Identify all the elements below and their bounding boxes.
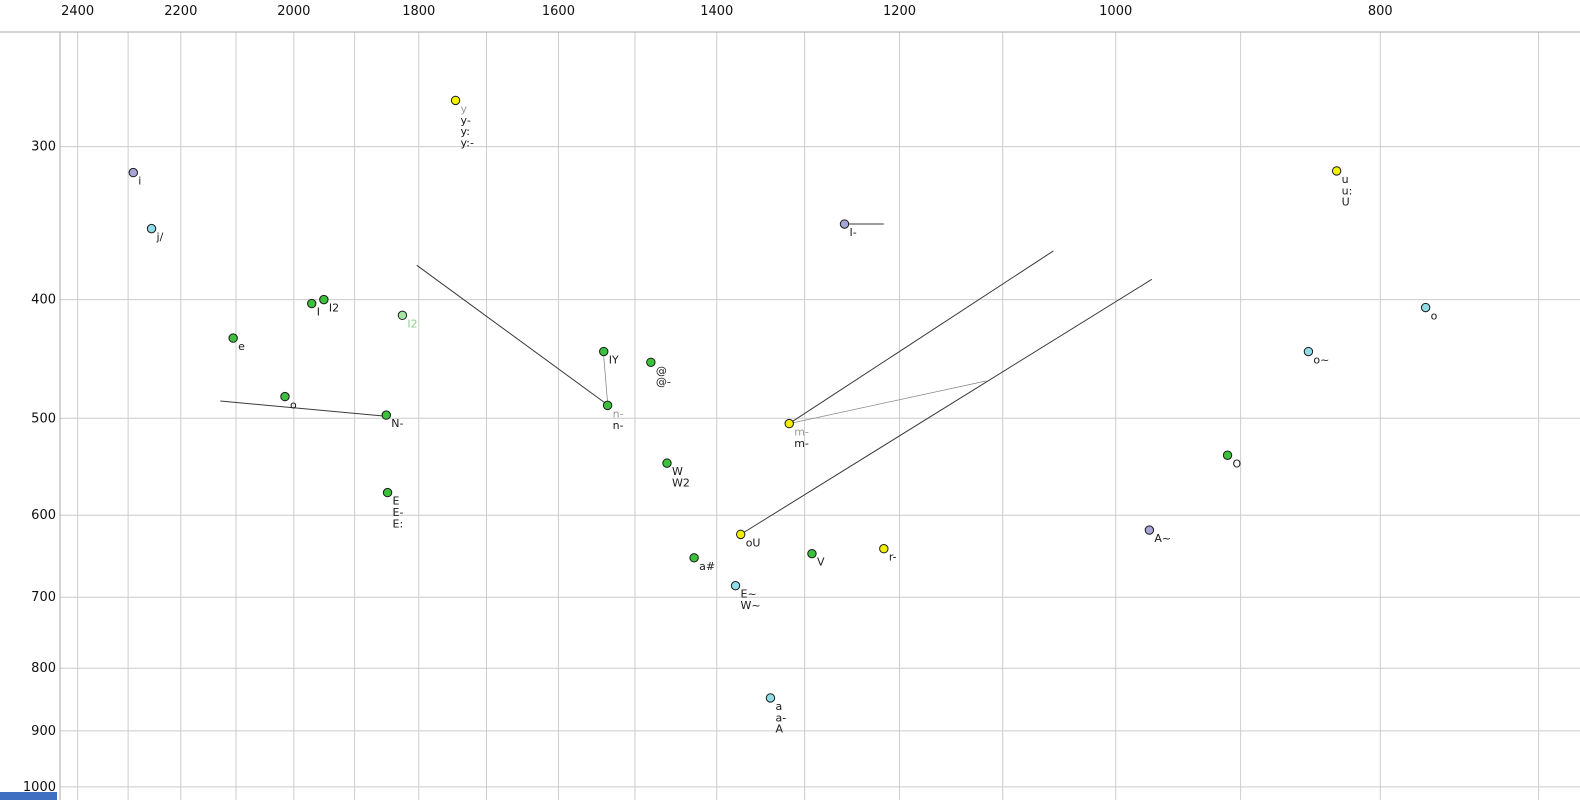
data-point-IY[interactable]	[599, 346, 609, 357]
y-tick-label: 700	[31, 590, 56, 605]
data-point-oU[interactable]	[736, 529, 746, 540]
point-label: A	[775, 723, 783, 736]
data-point-e[interactable]	[228, 333, 238, 343]
connector-line	[788, 250, 1054, 424]
point-label: V	[817, 556, 825, 569]
data-point-j_[interactable]	[146, 223, 157, 234]
point-label: r-	[889, 551, 897, 564]
point-label: E-	[393, 506, 404, 519]
point-label: a	[775, 700, 782, 713]
point-label: y	[461, 102, 468, 115]
point-label: u:	[1342, 184, 1353, 197]
point-label: oU	[746, 536, 761, 549]
point-label: n-	[613, 407, 624, 420]
data-point-m-[interactable]	[784, 418, 794, 429]
data-point-n-[interactable]	[602, 400, 613, 411]
connector-line	[603, 356, 608, 404]
connector-lines	[220, 223, 1153, 535]
point-label: j/	[156, 231, 164, 244]
x-tick-label: 800	[1368, 4, 1393, 19]
y-tick-label: 300	[31, 140, 56, 155]
point-label: W	[672, 465, 683, 478]
point-label: u	[1342, 173, 1349, 186]
connector-line	[789, 380, 987, 424]
x-tick-label: 2000	[277, 4, 310, 19]
point-label: I	[317, 306, 320, 319]
data-point-N-[interactable]	[381, 410, 391, 420]
data-points: yy-y:y:- i j/I I2 I2 e o N- EE-E: IY @@- n-n- WW2 m-m…	[128, 95, 1438, 736]
x-tick-label: 1800	[402, 4, 435, 19]
point-label: a-	[775, 711, 786, 724]
x-tick-label: 2400	[61, 4, 94, 19]
y-tick-label: 1000	[23, 780, 56, 795]
data-point-W[interactable]	[662, 458, 672, 468]
x-tick-label: 1200	[883, 4, 916, 19]
data-point-E~[interactable]	[730, 580, 741, 591]
x-tick-label: 1400	[700, 4, 733, 19]
y-tick-label: 800	[31, 661, 56, 676]
y-tick-label: 500	[31, 411, 56, 426]
point-label: I2	[329, 302, 339, 315]
data-point-I[interactable]	[307, 298, 317, 309]
data-point-o-front[interactable]	[280, 391, 290, 402]
data-point-I2-pale[interactable]	[397, 310, 408, 321]
point-label: y:-	[461, 137, 474, 150]
point-label: e	[238, 340, 245, 353]
data-point-a#[interactable]	[689, 553, 699, 563]
point-label: I2	[407, 317, 417, 330]
gridlines	[60, 32, 1580, 800]
data-point-o~[interactable]	[1303, 346, 1314, 357]
point-label: A~	[1154, 532, 1171, 545]
data-point-I2[interactable]	[319, 294, 329, 305]
data-point-I-[interactable]	[839, 219, 850, 229]
x-tick-label: 1600	[542, 4, 575, 19]
point-label: O	[1233, 457, 1242, 470]
data-point-O[interactable]	[1222, 450, 1233, 460]
point-label: m-	[794, 426, 809, 439]
data-point-o[interactable]	[1420, 302, 1431, 313]
data-point-@[interactable]	[646, 357, 656, 367]
connector-line	[416, 264, 609, 406]
data-point-u[interactable]	[1331, 166, 1342, 176]
data-point-E[interactable]	[382, 487, 393, 498]
data-point-i[interactable]	[128, 167, 138, 178]
point-label: o~	[1313, 354, 1329, 367]
axis-tick-labels: 2400 2200 2000 1800 1600 1400 1200 1000 800 300 40…	[23, 4, 1393, 795]
point-label: n-	[613, 419, 624, 432]
connector-line	[740, 278, 1153, 535]
point-label: @	[656, 364, 667, 377]
y-tick-label: 400	[31, 293, 56, 308]
point-label: a#	[699, 560, 715, 573]
connector-line	[220, 400, 386, 417]
corner-accent	[0, 792, 57, 800]
point-label: N-	[391, 417, 403, 430]
point-label: E	[393, 495, 400, 508]
point-label: i	[138, 175, 141, 188]
data-point-r-[interactable]	[879, 544, 889, 554]
point-label: m-	[794, 437, 809, 450]
x-tick-label: 1000	[1099, 4, 1132, 19]
point-label: W~	[741, 599, 761, 612]
data-point-a[interactable]	[765, 693, 776, 703]
point-label: U	[1342, 196, 1350, 209]
point-label: y-	[461, 114, 471, 127]
point-label: IY	[609, 354, 619, 367]
data-point-A~[interactable]	[1144, 525, 1155, 535]
point-label: W2	[672, 477, 690, 490]
data-point-y[interactable]	[450, 95, 461, 106]
data-point-V[interactable]	[807, 548, 817, 559]
point-label: E:	[393, 517, 404, 530]
y-tick-label: 900	[31, 724, 56, 739]
point-label: o	[1431, 310, 1438, 323]
y-tick-label: 600	[31, 508, 56, 523]
point-label: y:	[461, 125, 470, 138]
x-tick-label: 2200	[164, 4, 197, 19]
point-label: E~	[741, 588, 757, 601]
point-label: o	[290, 399, 297, 412]
point-label: I-	[850, 226, 857, 239]
point-label: @-	[656, 376, 671, 389]
